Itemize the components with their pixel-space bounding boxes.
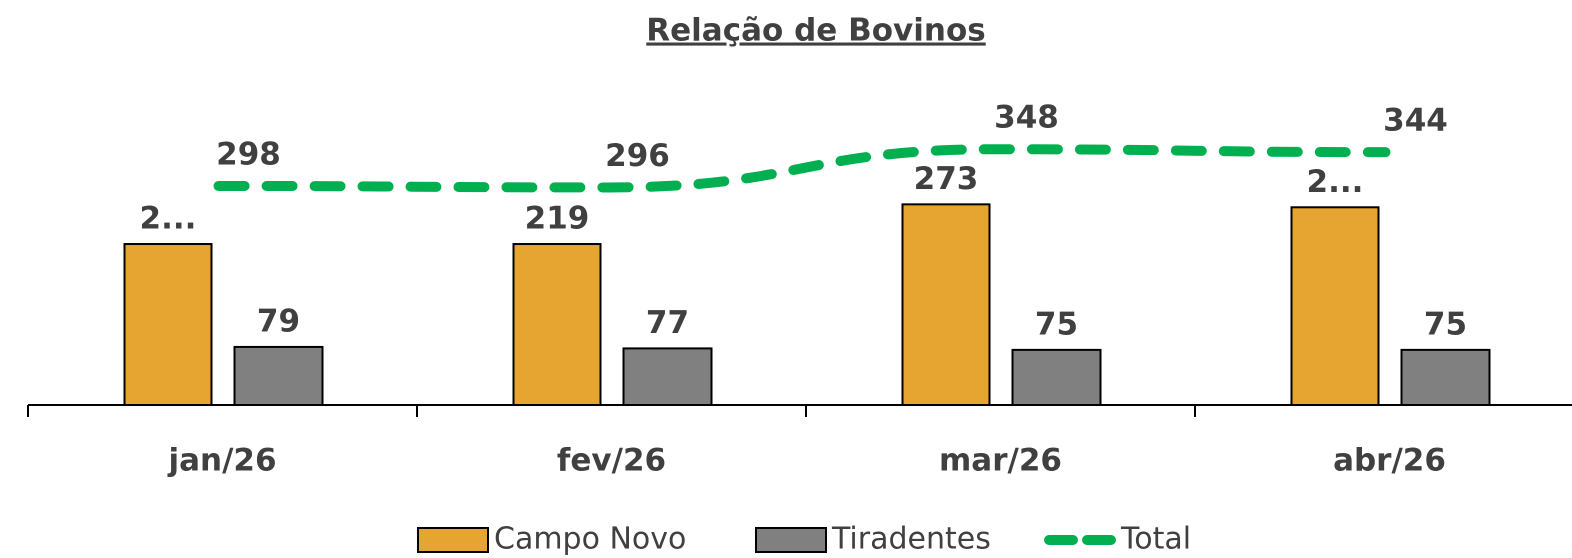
data-label: 298 <box>216 136 281 172</box>
data-label: 273 <box>914 161 979 197</box>
line <box>213 144 1391 193</box>
data-label: 348 <box>994 100 1059 136</box>
bar <box>1400 348 1491 406</box>
data-label: 296 <box>605 138 670 174</box>
bar <box>622 347 713 406</box>
legend-label: Campo Novo <box>494 522 686 557</box>
chart-title: Relação de Bovinos <box>646 13 985 49</box>
x-tick-label: abr/26 <box>1333 443 1446 479</box>
x-tick-label: fev/26 <box>557 443 666 479</box>
data-label: 2... <box>1307 164 1364 200</box>
bar <box>901 203 991 406</box>
data-label: 77 <box>646 305 689 341</box>
bar <box>233 345 324 406</box>
legend-label: Total <box>1120 522 1191 557</box>
data-label: 344 <box>1383 103 1448 139</box>
legend-label: Tiradentes <box>831 522 991 557</box>
data-label: 75 <box>1424 306 1467 342</box>
data-label: 79 <box>257 303 300 339</box>
bar <box>512 243 602 406</box>
bar <box>1011 348 1102 406</box>
bar <box>123 243 213 406</box>
legend-swatch <box>755 527 827 553</box>
data-label: 2... <box>140 201 197 237</box>
legend-swatch <box>417 527 489 553</box>
bar <box>1290 206 1380 406</box>
x-tick-label: mar/26 <box>939 443 1062 479</box>
x-tick-label: jan/26 <box>166 443 276 479</box>
data-label: 75 <box>1035 306 1078 342</box>
data-label: 219 <box>525 201 590 237</box>
